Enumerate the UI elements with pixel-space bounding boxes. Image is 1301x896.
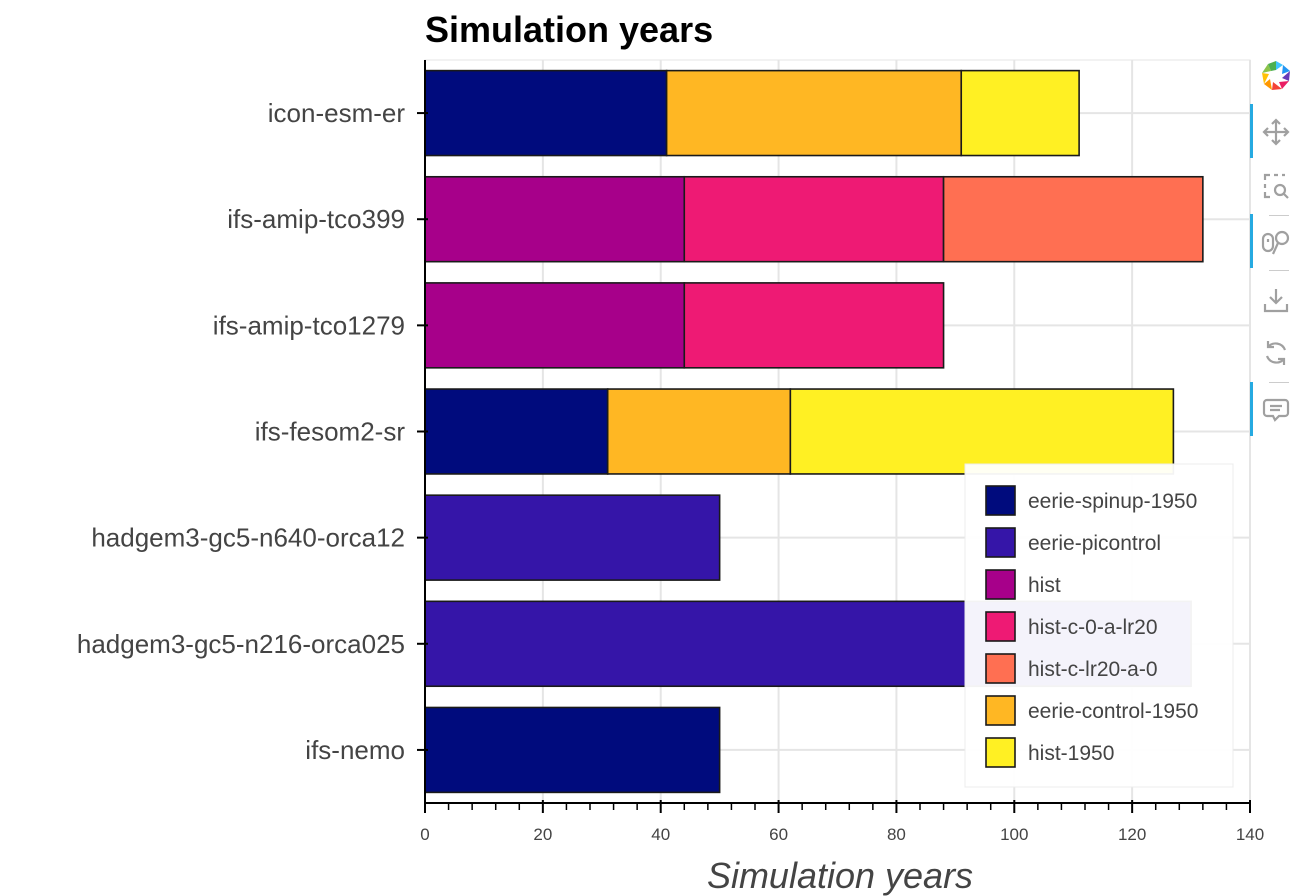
- pan-icon: [1261, 118, 1290, 146]
- toolbar-separator: [1269, 215, 1289, 216]
- legend-item[interactable]: hist: [985, 569, 1061, 600]
- bar-eerie-spinup-1950: [424, 706, 721, 794]
- bar-hist: [424, 175, 686, 263]
- legend-swatch: [985, 485, 1016, 516]
- reset-icon: [1265, 341, 1286, 365]
- chart-title: Simulation years: [425, 9, 713, 50]
- legend-label: hist-c-0-a-lr20: [1028, 616, 1158, 639]
- bokeh-logo-icon[interactable]: [1250, 56, 1301, 96]
- box-zoom-icon: [1263, 173, 1289, 199]
- bar-hist-c-0-a-lr20: [683, 175, 945, 263]
- y-tick-label: ifs-fesom2-sr: [255, 417, 406, 447]
- legend-item[interactable]: eerie-spinup-1950: [985, 485, 1197, 516]
- x-tick-label: 60: [769, 825, 788, 844]
- reset-tool-button[interactable]: [1250, 333, 1301, 373]
- y-tick-label: hadgem3-gc5-n216-orca025: [77, 629, 405, 659]
- bar-eerie-control-1950: [606, 388, 792, 475]
- toolbar-separator: [1269, 270, 1289, 271]
- pan-tool-button[interactable]: [1250, 104, 1301, 158]
- legend-item[interactable]: hist-c-0-a-lr20: [985, 611, 1158, 642]
- wheel-zoom-icon: [1261, 230, 1289, 255]
- legend-item[interactable]: hist-1950: [985, 737, 1114, 768]
- toolbar: [1250, 56, 1301, 446]
- bar-eerie-control-1950: [665, 69, 963, 157]
- legend-swatch: [985, 611, 1016, 642]
- legend-label: eerie-control-1950: [1028, 700, 1198, 723]
- save-tool-button[interactable]: [1250, 280, 1301, 320]
- x-axis-label: Simulation years: [707, 855, 973, 896]
- box-zoom-tool-button[interactable]: [1250, 166, 1301, 206]
- legend-label: hist: [1028, 574, 1061, 597]
- x-tick-label: 140: [1236, 825, 1264, 844]
- save-icon: [1263, 289, 1288, 313]
- x-tick-label: 100: [1000, 825, 1028, 844]
- y-tick-label: icon-esm-er: [268, 98, 406, 128]
- hover-icon: [1262, 398, 1289, 422]
- legend-swatch: [985, 653, 1016, 684]
- x-tick-label: 20: [533, 825, 552, 844]
- legend-swatch: [985, 527, 1016, 558]
- bar-hist-c-0-a-lr20: [683, 282, 945, 369]
- legend-label: hist-c-lr20-a-0: [1028, 658, 1158, 681]
- bar-hist-c-lr20-a-0: [942, 175, 1204, 263]
- bar-eerie-picontrol: [424, 494, 721, 581]
- y-tick-label: ifs-amip-tco399: [227, 204, 405, 234]
- legend-label: eerie-spinup-1950: [1028, 490, 1197, 513]
- bar-eerie-spinup-1950: [424, 69, 668, 157]
- x-axis: 0 20 40 60 80 100 120 140: [420, 800, 1264, 844]
- legend-swatch: [985, 737, 1016, 768]
- x-tick-label: 40: [651, 825, 670, 844]
- y-tick-label: ifs-nemo: [305, 735, 405, 765]
- x-tick-label: 0: [420, 825, 429, 844]
- legend-swatch: [985, 695, 1016, 726]
- legend[interactable]: eerie-spinup-1950 eerie-picontrol hist hist…: [964, 463, 1234, 788]
- legend-label: hist-1950: [1028, 742, 1114, 765]
- wheel-zoom-tool-button[interactable]: [1250, 214, 1301, 268]
- y-axis: icon-esm-er ifs-amip-tco399 ifs-amip-tco12…: [77, 60, 428, 803]
- x-tick-label: 80: [887, 825, 906, 844]
- y-tick-label: hadgem3-gc5-n640-orca12: [91, 523, 405, 553]
- legend-label: eerie-picontrol: [1028, 532, 1161, 555]
- bar-hist-1950: [960, 69, 1080, 157]
- bar-hist: [424, 282, 686, 369]
- legend-item[interactable]: hist-c-lr20-a-0: [985, 653, 1158, 684]
- legend-swatch: [985, 569, 1016, 600]
- toolbar-separator: [1269, 382, 1289, 383]
- legend-item[interactable]: eerie-picontrol: [985, 527, 1161, 558]
- bar-hist-1950: [789, 388, 1175, 475]
- x-tick-label: 120: [1118, 825, 1146, 844]
- y-tick-label: ifs-amip-tco1279: [213, 310, 405, 340]
- hover-tool-button[interactable]: [1250, 382, 1301, 436]
- legend-item[interactable]: eerie-control-1950: [985, 695, 1198, 726]
- bar-eerie-spinup-1950: [424, 388, 609, 475]
